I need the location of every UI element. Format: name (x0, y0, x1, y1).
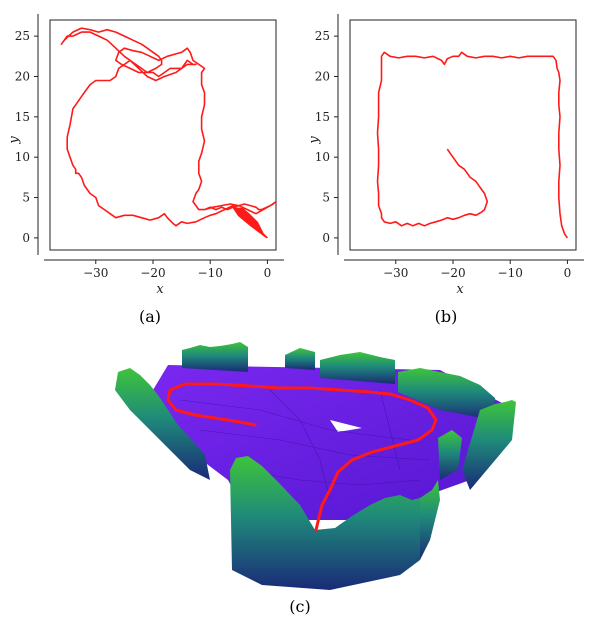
render-wall-back-right (320, 352, 395, 384)
render-wall-right-top (398, 368, 495, 420)
panel-a-plot (60, 27, 277, 239)
panel-b-plot (376, 51, 569, 239)
y-tick-label: 15 (315, 110, 330, 124)
y-tick-label: 5 (322, 191, 330, 205)
x-tick-label: 0 (264, 266, 272, 280)
x-tick-label: 0 (564, 266, 572, 280)
x-tick-label: −20 (140, 266, 165, 280)
y-tick-label: 10 (315, 150, 330, 164)
caption-b: (b) (435, 307, 458, 326)
y-tick-label: 20 (315, 69, 330, 83)
panel-c-render: (c) (115, 342, 516, 616)
panel-a-ylabel: y (7, 136, 22, 145)
y-tick-label: 25 (315, 29, 330, 43)
panel-b-x-ticks: −30 −20 −10 0 (383, 260, 571, 280)
panel-b-frame (349, 19, 577, 251)
y-tick-label: 5 (22, 191, 30, 205)
render-wall-front (230, 456, 420, 590)
y-tick-label: 20 (15, 69, 30, 83)
render-wall-back-mid (285, 348, 315, 370)
y-tick-label: 0 (322, 231, 330, 245)
x-tick-label: −10 (198, 266, 223, 280)
panel-a-x-ticks: −30 −20 −10 0 (83, 260, 271, 280)
y-tick-label: 15 (15, 110, 30, 124)
caption-c: (c) (289, 597, 310, 616)
x-tick-label: −20 (440, 266, 465, 280)
panel-a-frame (49, 19, 277, 251)
x-tick-label: −10 (498, 266, 523, 280)
render-wall-front-right (420, 480, 440, 560)
panel-a: −30 −20 −10 0 0 5 10 15 20 25 x y (a) (7, 14, 284, 326)
render-floor-hole (330, 420, 362, 432)
x-tick-label: −30 (83, 266, 108, 280)
panel-a-y-ticks: 0 5 10 15 20 25 (15, 29, 38, 245)
panel-a-trajectory (60, 27, 277, 239)
panel-a-xlabel: x (156, 282, 164, 297)
caption-a: (a) (139, 307, 161, 326)
y-tick-label: 25 (15, 29, 30, 43)
panel-b-xlabel: x (456, 282, 464, 297)
y-tick-label: 10 (15, 150, 30, 164)
render-wall-right (462, 400, 516, 490)
render-wall-left (115, 368, 210, 480)
panel-a-overlap-fill (232, 207, 266, 238)
panel-b-trajectory (376, 51, 569, 239)
panel-b: −30 −20 −10 0 0 5 10 15 20 25 x y (b) (307, 14, 584, 326)
panel-b-y-ticks: 0 5 10 15 20 25 (315, 29, 338, 245)
render-wall-right-inner (438, 430, 462, 480)
x-tick-label: −30 (383, 266, 408, 280)
panel-b-ylabel: y (307, 136, 322, 145)
render-trajectory (166, 382, 438, 532)
y-tick-label: 0 (22, 231, 30, 245)
render-wall-back-left (182, 342, 248, 372)
